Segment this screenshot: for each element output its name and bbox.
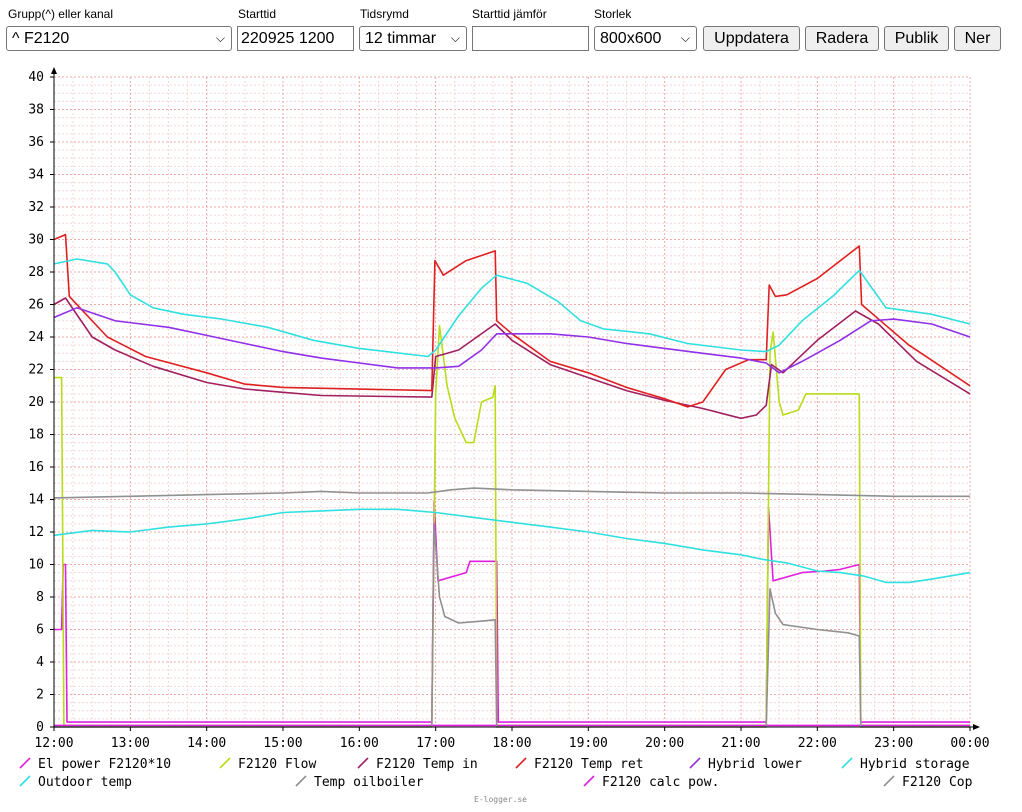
x-tick-label: 00:00 <box>950 736 989 751</box>
legend-item: F2120 calc pow. <box>582 775 719 790</box>
y-tick-label: 10 <box>28 558 44 573</box>
legend-swatch-icon <box>356 757 370 769</box>
y-tick-label: 28 <box>28 265 44 280</box>
chevron-down-icon: ⌵ <box>215 31 225 45</box>
y-tick-label: 34 <box>28 168 44 183</box>
legend-swatch-icon <box>840 757 854 769</box>
x-tick-label: 14:00 <box>187 736 226 751</box>
y-tick-label: 22 <box>28 363 44 378</box>
legend-item: F2120 Temp in <box>356 757 478 772</box>
legend-item: Hybrid storage <box>840 757 970 772</box>
y-tick-label: 24 <box>28 330 44 345</box>
x-tick-label: 21:00 <box>721 736 760 751</box>
y-tick-label: 2 <box>36 688 44 703</box>
series-line-5 <box>53 258 971 358</box>
y-tick-label: 26 <box>28 298 44 313</box>
start-label: Starttid <box>238 7 277 21</box>
line-chart: 024681012141618202224262830323436384012:… <box>28 67 990 751</box>
x-axis-arrow <box>973 724 980 730</box>
legend-label: F2120 calc pow. <box>602 775 720 790</box>
legend-label: Hybrid lower <box>708 757 802 772</box>
series-line-1 <box>54 324 970 727</box>
y-tick-label: 32 <box>28 200 44 215</box>
y-tick-label: 18 <box>28 428 44 443</box>
public-button[interactable]: Publik <box>884 26 949 51</box>
x-tick-label: 22:00 <box>798 736 837 751</box>
legend-item: F2120 Flow <box>218 757 316 772</box>
y-tick-label: 16 <box>28 460 44 475</box>
range-select[interactable]: 12 timmar ⌵ <box>359 26 467 51</box>
legend-item: F2120 Cop <box>882 775 972 790</box>
legend-swatch-icon <box>294 775 308 787</box>
legend-item: Hybrid lower <box>688 757 802 772</box>
legend-label: F2120 Temp in <box>376 757 478 772</box>
legend-item: F2120 Temp ret <box>514 757 644 772</box>
compare-label: Starttid jämför <box>472 7 547 21</box>
update-button[interactable]: Uppdatera <box>703 26 800 51</box>
chevron-down-icon: ⌵ <box>680 31 690 45</box>
group-select-value: ^ F2120 <box>12 30 70 47</box>
legend-label: Outdoor temp <box>38 775 132 790</box>
legend-label: F2120 Flow <box>238 757 317 772</box>
range-select-value: 12 timmar <box>365 30 437 47</box>
start-input[interactable]: 220925 1200 <box>237 26 354 51</box>
legend-swatch-icon <box>688 757 702 769</box>
x-tick-label: 17:00 <box>416 736 455 751</box>
series-line-3 <box>53 233 971 408</box>
x-tick-label: 23:00 <box>874 736 913 751</box>
y-tick-label: 8 <box>36 590 44 605</box>
delete-button[interactable]: Radera <box>805 26 879 51</box>
legend-label: F2120 Cop <box>902 775 973 790</box>
x-tick-label: 12:00 <box>34 736 73 751</box>
start-input-value: 220925 1200 <box>241 30 335 47</box>
legend-swatch-icon <box>18 775 32 787</box>
x-tick-label: 19:00 <box>569 736 608 751</box>
legend-label: Temp oilboiler <box>314 775 424 790</box>
group-label: Grupp(^) eller kanal <box>8 7 114 21</box>
legend-swatch-icon <box>18 757 32 769</box>
legend-item: Outdoor temp <box>18 775 132 790</box>
group-select[interactable]: ^ F2120 ⌵ <box>6 26 232 51</box>
series-line-6 <box>53 508 971 584</box>
y-tick-label: 14 <box>28 493 44 508</box>
y-tick-label: 40 <box>28 70 44 85</box>
y-tick-label: 30 <box>28 233 44 248</box>
series-line-2 <box>53 297 971 420</box>
y-tick-label: 20 <box>28 395 44 410</box>
y-tick-label: 12 <box>28 525 44 540</box>
legend-swatch-icon <box>218 757 232 769</box>
down-button[interactable]: Ner <box>954 26 1001 51</box>
legend-label: F2120 Temp ret <box>534 757 644 772</box>
legend-item: El power F2120*10 <box>18 757 171 772</box>
size-select[interactable]: 800x600 ⌵ <box>594 26 697 51</box>
y-axis-arrow <box>51 67 57 74</box>
chevron-down-icon: ⌵ <box>450 31 460 45</box>
x-tick-label: 16:00 <box>340 736 379 751</box>
y-tick-label: 38 <box>28 103 44 118</box>
legend-item: Temp oilboiler <box>294 775 424 790</box>
legend-swatch-icon <box>882 775 896 787</box>
x-tick-label: 13:00 <box>111 736 150 751</box>
series-line-4 <box>53 307 971 374</box>
range-label: Tidsrymd <box>360 7 409 21</box>
x-tick-label: 20:00 <box>645 736 684 751</box>
y-tick-label: 0 <box>36 720 44 735</box>
compare-input[interactable] <box>472 26 589 51</box>
size-select-value: 800x600 <box>600 30 662 47</box>
legend-label: El power F2120*10 <box>38 757 172 772</box>
legend-swatch-icon <box>514 757 528 769</box>
y-tick-label: 36 <box>28 135 44 150</box>
credit-text: E-logger.se <box>474 795 527 804</box>
legend-label: Hybrid storage <box>860 757 970 772</box>
series-line-7 <box>53 487 970 499</box>
x-tick-label: 18:00 <box>492 736 531 751</box>
x-tick-label: 15:00 <box>263 736 302 751</box>
legend-swatch-icon <box>582 775 596 787</box>
size-label: Storlek <box>594 7 632 21</box>
y-tick-label: 6 <box>36 623 44 638</box>
y-tick-label: 4 <box>36 655 44 670</box>
